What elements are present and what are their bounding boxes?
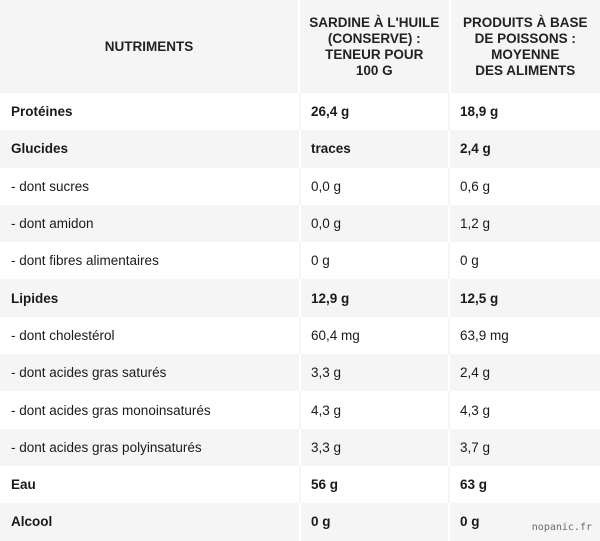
sardine-value-cell: traces [299,130,448,168]
header-sardine-line: 100 G [355,62,393,78]
produits-value-cell: 2,4 g [448,354,598,392]
produits-value-cell: 18,9 g [448,93,598,131]
table-row: Lipides 12,9 g 12,5 g [0,279,600,317]
nutrient-name-cell: - dont acides gras polyinsaturés [11,439,202,455]
table-row: - dont cholestérol 60,4 mg 63,9 mg [0,316,600,355]
watermark: nopanic.fr [531,522,592,533]
table-row: - dont acides gras monoinsaturés 4,3 g 4,3… [0,391,600,429]
header-produits-line: DES ALIMENTS [475,62,576,78]
produits-value-cell: 4,3 g [448,391,598,429]
table-row: Glucides traces 2,4 g [0,130,600,168]
produits-value-cell: 2,4 g [448,130,598,168]
table-body: Protéines 26,4 g 18,9 g Glucides traces 2,4 g… [0,93,600,541]
header-sardine-line: SARDINE À L'HUILE [309,14,440,30]
header-sardine-line: (CONSERVE) : [327,30,421,46]
sardine-value-cell: 56 g [299,465,448,504]
table-row: - dont acides gras saturés 3,3 g 2,4 g [0,354,600,392]
produits-value-cell: 0 g [448,503,598,541]
table-row: - dont sucres 0,0 g 0,6 g [0,167,600,205]
sardine-value-cell: 4,3 g [299,391,448,429]
sardine-value-cell: 3,3 g [299,428,448,466]
produits-value-cell: 0,6 g [448,167,598,205]
sardine-value-cell: 26,4 g [299,93,448,131]
header-nutriments: NUTRIMENTS [0,0,298,93]
table-row: Eau 56 g 63 g [0,465,600,504]
produits-value-cell: 63 g [448,465,598,504]
nutrient-name-cell: - dont fibres alimentaires [11,253,159,269]
table-row: - dont acides gras polyinsaturés 3,3 g 3,7… [0,428,600,466]
header-produits-line: PRODUITS À BASE [462,14,588,30]
produits-value-cell: 0 g [448,242,598,280]
sardine-value-cell: 3,3 g [299,354,448,392]
nutrient-name-cell: - dont acides gras saturés [11,365,167,381]
produits-value-cell: 12,5 g [448,279,598,317]
header-nutriments-label: NUTRIMENTS [104,38,194,54]
nutrient-name-cell: - dont sucres [11,178,90,194]
produits-value-cell: 3,7 g [448,428,598,466]
header-produits-line: DE POISSONS : [474,30,576,46]
produits-value-cell: 63,9 mg [448,316,598,355]
table-row: Protéines 26,4 g 18,9 g [0,93,600,131]
nutrient-name-cell: Eau [11,477,36,493]
sardine-value-cell: 0 g [299,242,448,280]
nutrient-name-cell: - dont cholestérol [11,327,115,343]
header-sardine: SARDINE À L'HUILE (CONSERVE) : TENEUR PO… [298,0,449,93]
nutrient-name-cell: - dont acides gras monoinsaturés [11,402,211,418]
sardine-value-cell: 0,0 g [299,167,448,205]
nutrient-name-cell: Alcool [11,514,53,530]
produits-value-cell: 1,2 g [448,204,598,243]
header-produits-line: MOYENNE [491,46,560,62]
nutrient-name-cell: Glucides [11,141,69,157]
sardine-value-cell: 0,0 g [299,204,448,243]
table-row: - dont amidon 0,0 g 1,2 g [0,204,600,243]
sardine-value-cell: 60,4 mg [299,316,448,355]
header-produits-poissons: PRODUITS À BASE DE POISSONS : MOYENNE DE… [448,0,600,93]
sardine-value-cell: 0 g [299,503,448,541]
sardine-value-cell: 12,9 g [299,279,448,317]
nutrient-name-cell: Lipides [11,290,59,306]
nutrient-name-cell: - dont amidon [11,216,94,232]
table-header: NUTRIMENTS SARDINE À L'HUILE (CONSERVE) … [0,0,600,93]
nutrient-name-cell: Protéines [11,104,73,120]
header-sardine-line: TENEUR POUR [325,46,424,62]
